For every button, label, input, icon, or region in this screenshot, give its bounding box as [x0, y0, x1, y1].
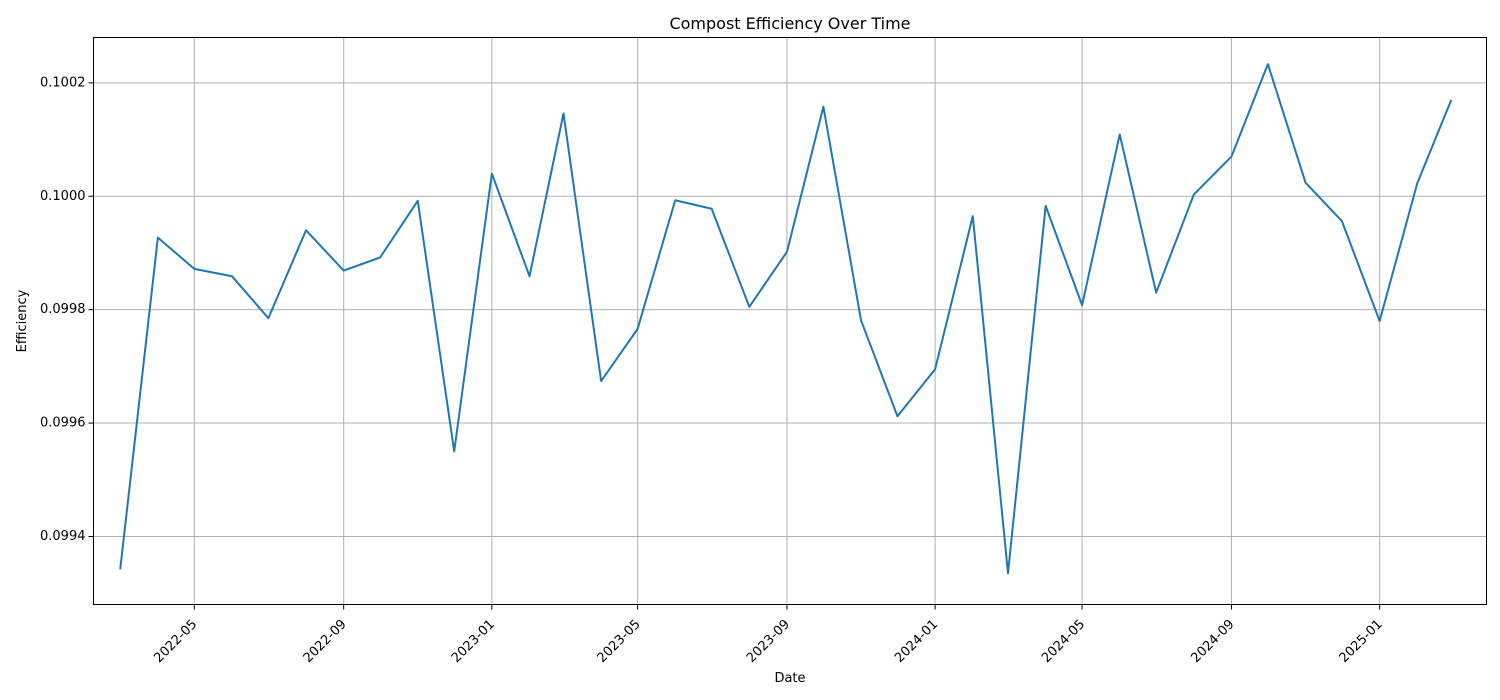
x-tick-label: 2024-01: [892, 617, 941, 666]
plot-frame: [93, 37, 1487, 605]
chart-title: Compost Efficiency Over Time: [669, 14, 910, 33]
x-tick-label: 2024-05: [1039, 617, 1088, 666]
x-tick-label: 2024-09: [1188, 617, 1237, 666]
y-tick-label: 0.0996: [40, 416, 86, 431]
y-axis-label: Efficiency: [15, 289, 30, 352]
axes-ticks: 2022-05 2022-09 2023-01 2023-05 2023-09 2024-…: [40, 75, 1386, 666]
series-line: [119, 63, 1453, 575]
series-layer: [119, 63, 1453, 575]
x-tick-label: 2023-01: [449, 617, 498, 666]
x-tick-label: 2022-05: [151, 617, 200, 666]
x-tick-label: 2022-09: [301, 617, 350, 666]
y-tick-label: 0.0998: [40, 302, 86, 317]
y-tick-label: 0.0994: [40, 529, 86, 544]
y-tick-label: 0.1002: [40, 75, 86, 90]
grid: [93, 37, 1487, 605]
x-axis-label: Date: [774, 671, 805, 686]
y-tick-label: 0.1000: [40, 189, 86, 204]
x-tick-label: 2023-09: [744, 617, 793, 666]
x-tick-label: 2023-05: [595, 617, 644, 666]
x-tick-label: 2025-01: [1337, 617, 1386, 666]
